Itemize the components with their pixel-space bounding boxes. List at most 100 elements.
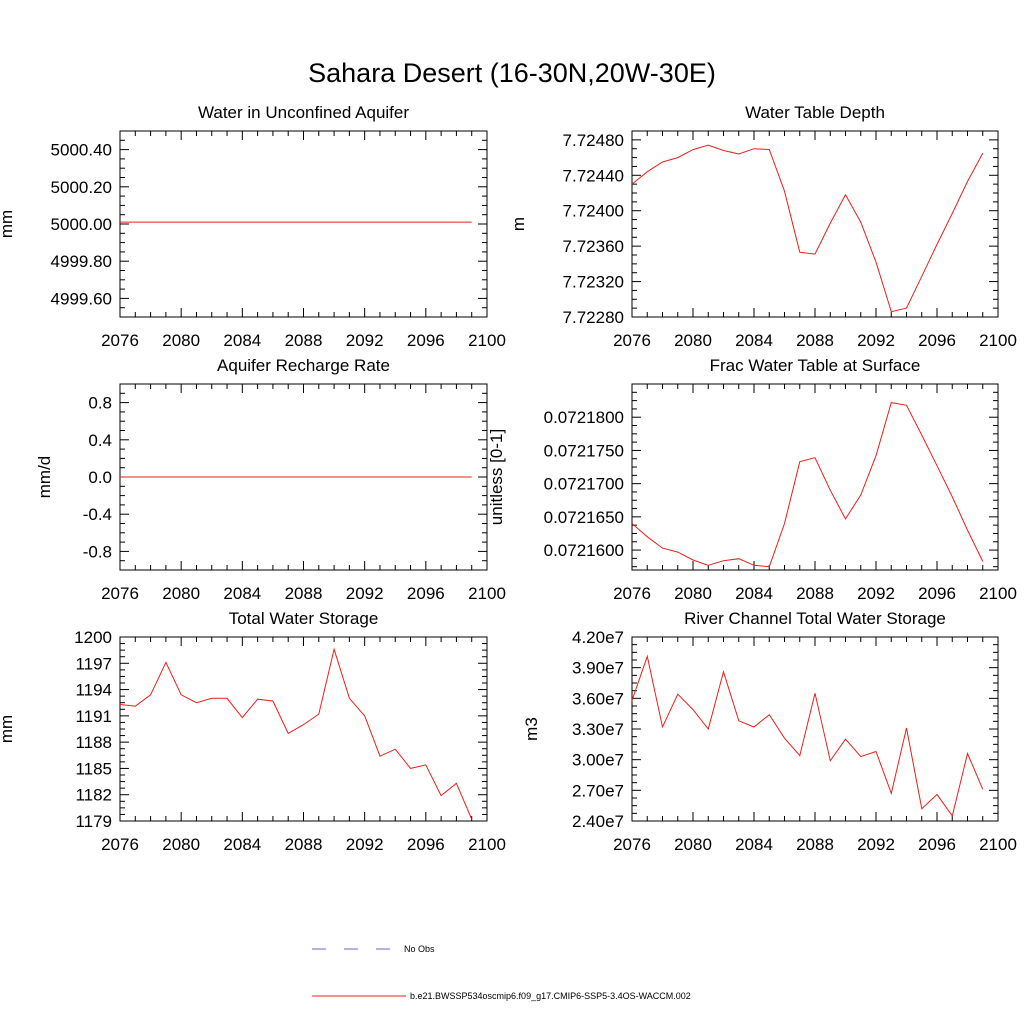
y-axis-label: mm/d <box>35 456 54 499</box>
plot-frame <box>631 130 999 318</box>
series-line-model <box>119 647 473 820</box>
x-tick-label: 2096 <box>918 331 956 350</box>
panels: Water in Unconfined Aquifer 2076 2080 2084 2… <box>0 103 1017 854</box>
x-tick-label: 2096 <box>407 835 445 854</box>
y-tick-label: 1200 <box>74 628 112 647</box>
x-tick-label: 2088 <box>285 835 323 854</box>
y-tick-label: 0.4 <box>88 431 112 450</box>
panel-river-channel-total-water-storage: River Channel Total Water Storage 2076 208… <box>522 609 1017 854</box>
legend-model-label: b.e21.BWSSP534oscmip6.f09_g17.CMIP6-SSP5… <box>410 991 691 1001</box>
x-tick-label: 2096 <box>407 331 445 350</box>
panel-title: Total Water Storage <box>229 609 379 628</box>
y-tick-label: 0.0721650 <box>544 508 624 527</box>
y-tick-label: 5000.20 <box>51 178 112 197</box>
x-tick-label: 2076 <box>101 584 139 603</box>
plot-frame <box>631 636 999 822</box>
y-axis-label: m3 <box>522 717 541 741</box>
panel-title: Frac Water Table at Surface <box>710 356 921 375</box>
plot-frame <box>119 636 488 822</box>
series-line-model <box>631 654 984 818</box>
x-tick-label: 2088 <box>796 584 834 603</box>
x-tick-label: 2100 <box>468 835 506 854</box>
x-tick-label: 2084 <box>735 331 773 350</box>
y-tick-label: 1188 <box>75 733 112 752</box>
x-tick-label: 2080 <box>674 835 712 854</box>
x-tick-label: 2076 <box>101 331 139 350</box>
y-tick-label: 4.20e7 <box>572 628 624 647</box>
x-tick-label: 2084 <box>223 331 261 350</box>
panel-frac-water-table-at-surface: Frac Water Table at Surface 2076 2080 2084 2… <box>487 356 1017 603</box>
y-tick-label: 7.72280 <box>563 308 624 327</box>
y-tick-label: 7.72320 <box>563 273 624 292</box>
x-tick-label: 2100 <box>468 331 506 350</box>
y-tick-label: 7.72360 <box>563 237 624 256</box>
y-tick-label: 1194 <box>75 681 112 700</box>
x-tick-label: 2088 <box>285 584 323 603</box>
y-tick-label: 2.70e7 <box>572 781 624 800</box>
x-tick-label: 2096 <box>407 584 445 603</box>
x-tick-label: 2092 <box>857 331 895 350</box>
y-tick-label: 3.00e7 <box>572 751 624 770</box>
x-tick-label: 2100 <box>979 584 1017 603</box>
x-tick-label: 2076 <box>613 835 651 854</box>
x-tick-label: 2080 <box>162 331 200 350</box>
legend-obs-label: No Obs <box>404 944 435 954</box>
y-tick-label: 1191 <box>75 707 112 726</box>
y-tick-label: -0.8 <box>83 542 112 561</box>
y-tick-label: 0.0721700 <box>544 475 624 494</box>
y-tick-label: 7.72480 <box>563 131 624 150</box>
legend: No Obs b.e21.BWSSP534oscmip6.f09_g17.CMI… <box>312 944 691 1001</box>
x-tick-label: 2076 <box>101 835 139 854</box>
y-tick-label: 4999.60 <box>51 289 112 308</box>
figure-title: Sahara Desert (16-30N,20W-30E) <box>308 58 716 88</box>
y-tick-label: 0.0721750 <box>544 441 624 460</box>
y-tick-label: 5000.40 <box>51 141 112 160</box>
x-tick-label: 2080 <box>674 331 712 350</box>
y-tick-label: 3.60e7 <box>572 689 624 708</box>
x-tick-label: 2084 <box>223 835 261 854</box>
x-tick-label: 2096 <box>918 584 956 603</box>
panel-title: Aquifer Recharge Rate <box>217 356 390 375</box>
y-tick-label: 0.0721600 <box>544 541 624 560</box>
series-line-model <box>631 144 984 313</box>
x-tick-label: 2084 <box>735 584 773 603</box>
x-tick-label: 2096 <box>918 835 956 854</box>
y-tick-label: 1185 <box>75 759 112 778</box>
y-tick-label: 1182 <box>75 786 112 805</box>
y-tick-label: 2.40e7 <box>572 812 624 831</box>
panel-title: Water Table Depth <box>745 103 885 122</box>
panel-water-in-unconfined-aquifer: Water in Unconfined Aquifer 2076 2080 2084 2… <box>0 103 506 350</box>
x-tick-label: 2076 <box>613 331 651 350</box>
y-axis-label: unitless [0-1] <box>487 429 506 525</box>
y-axis-label: mm <box>0 715 16 743</box>
x-tick-label: 2084 <box>735 835 773 854</box>
y-axis-label: m <box>509 217 528 231</box>
panel-title: River Channel Total Water Storage <box>684 609 946 628</box>
x-tick-label: 2088 <box>796 835 834 854</box>
y-tick-label: 0.0721800 <box>544 408 624 427</box>
panel-total-water-storage: Total Water Storage 2076 2080 2084 2088 2092 2… <box>0 609 506 854</box>
x-tick-label: 2080 <box>162 835 200 854</box>
panel-water-table-depth: Water Table Depth 2076 2080 2084 2088 2092 209… <box>509 103 1017 350</box>
x-tick-label: 2100 <box>979 835 1017 854</box>
y-tick-label: 3.30e7 <box>572 720 624 739</box>
y-tick-label: 7.72400 <box>563 202 624 221</box>
y-tick-label: 3.90e7 <box>572 659 624 678</box>
plot-frame <box>119 130 488 318</box>
x-tick-label: 2088 <box>285 331 323 350</box>
y-tick-label: 4999.80 <box>51 252 112 271</box>
plot-frame <box>631 383 999 571</box>
series-line-model <box>631 402 984 568</box>
x-tick-label: 2092 <box>857 835 895 854</box>
x-tick-label: 2092 <box>346 584 384 603</box>
x-tick-label: 2092 <box>857 584 895 603</box>
y-tick-label: 1197 <box>75 654 112 673</box>
x-tick-label: 2084 <box>223 584 261 603</box>
x-tick-label: 2080 <box>162 584 200 603</box>
x-tick-label: 2088 <box>796 331 834 350</box>
panel-title: Water in Unconfined Aquifer <box>198 103 409 122</box>
y-axis-label: mm <box>0 210 16 238</box>
x-tick-label: 2100 <box>468 584 506 603</box>
x-tick-label: 2080 <box>674 584 712 603</box>
